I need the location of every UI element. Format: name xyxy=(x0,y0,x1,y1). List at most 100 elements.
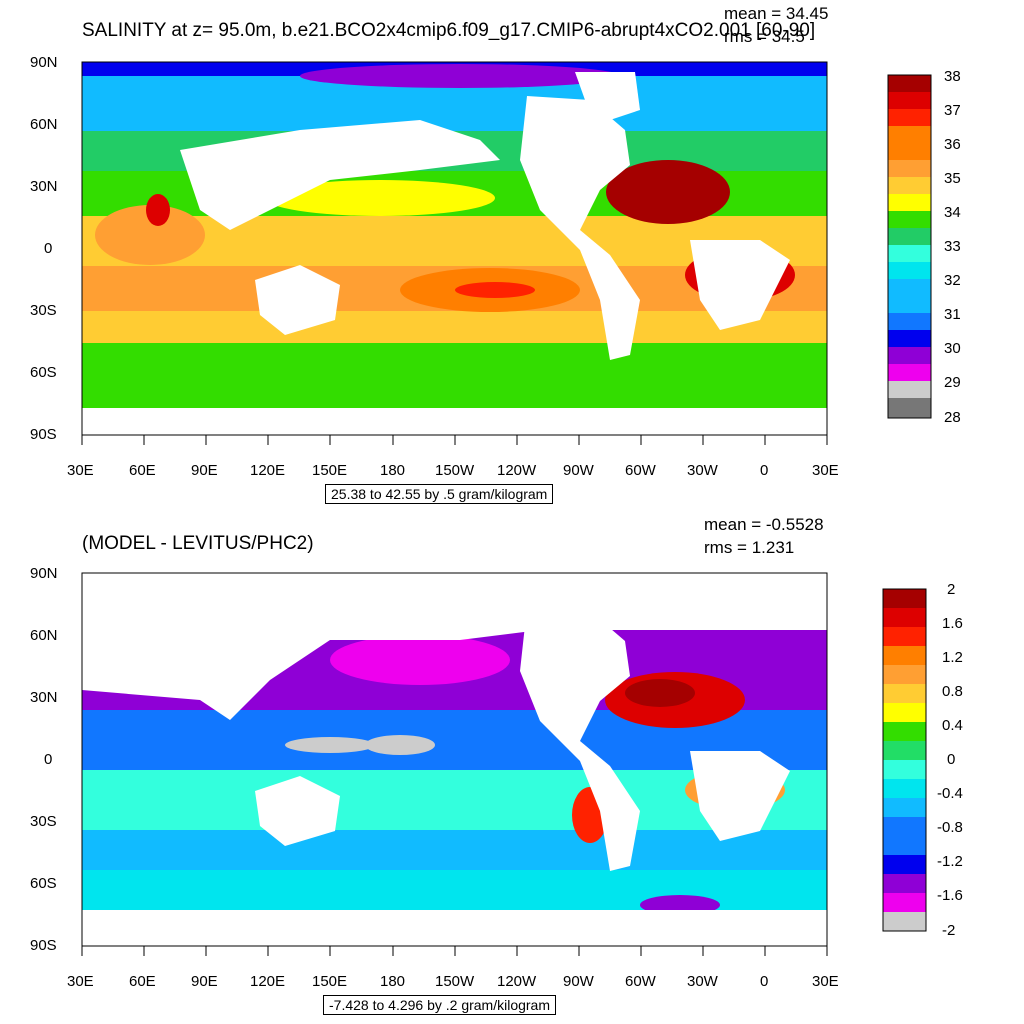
bottom-cbar-seg-5 xyxy=(883,684,926,703)
top-cbar-seg-14 xyxy=(888,313,931,330)
top-cbar-label-9: 29 xyxy=(944,374,961,391)
bottom-cbar-seg-11 xyxy=(883,798,926,817)
top-cbar-seg-6 xyxy=(888,177,931,194)
bottom-cbar-label-10: -2 xyxy=(942,922,956,939)
bottom-cbar-label-7: -0.8 xyxy=(937,819,963,836)
top-cbar-seg-18 xyxy=(888,381,931,398)
top-xtick-11: 0 xyxy=(760,462,769,479)
top-cbar-label-0: 38 xyxy=(944,68,961,85)
top-rms: rms = 34.5 xyxy=(724,27,805,46)
bottom-xtick-6: 150W xyxy=(435,973,475,990)
bottom-ytick-60S: 60S xyxy=(30,875,57,892)
bottom-mean: mean = -0.5528 xyxy=(704,515,824,534)
top-xtick-4: 150E xyxy=(312,462,348,479)
top-feature-spac-core xyxy=(455,282,535,298)
top-xtick-0: 30E xyxy=(67,462,94,479)
top-cbar-seg-13 xyxy=(888,296,931,313)
top-cbar-label-1: 37 xyxy=(944,102,961,119)
bottom-feature-wpac-grey xyxy=(285,737,375,753)
bottom-ytick-60N: 60N xyxy=(30,627,58,644)
top-feature-npac-max xyxy=(265,180,495,216)
top-cbar-label-7: 31 xyxy=(944,306,961,323)
top-cbar-label-3: 35 xyxy=(944,170,961,187)
bottom-xtick-10: 30W xyxy=(687,973,718,990)
bottom-xtick-5: 180 xyxy=(380,973,406,990)
bottom-cbar-seg-9 xyxy=(883,760,926,779)
bottom-cbar-seg-14 xyxy=(883,855,926,874)
top-ytick-30S: 30S xyxy=(30,302,57,319)
top-xtick-8: 90W xyxy=(563,462,594,479)
bottom-ytick-30N: 30N xyxy=(30,689,58,706)
top-land-australia xyxy=(255,265,340,335)
top-ytick-90N: 90N xyxy=(30,54,58,71)
top-ytick-90S: 90S xyxy=(30,426,57,443)
top-cbar-seg-9 xyxy=(888,228,931,245)
top-xtick-7: 120W xyxy=(497,462,537,479)
top-cbar-label-5: 33 xyxy=(944,238,961,255)
bottom-cbar-seg-13 xyxy=(883,836,926,855)
bottom-cbar-label-3: 0.8 xyxy=(942,683,963,700)
top-xtick-6: 150W xyxy=(435,462,475,479)
top-cbar-seg-15 xyxy=(888,330,931,347)
top-cbar-label-4: 34 xyxy=(944,204,961,221)
bottom-ytick-90N: 90N xyxy=(30,565,58,582)
bottom-xtick-4: 150E xyxy=(312,973,348,990)
top-ytick-60N: 60N xyxy=(30,116,58,133)
bottom-land-antarctica xyxy=(82,910,827,946)
top-mean: mean = 34.45 xyxy=(724,4,829,23)
top-cbar-label-8: 30 xyxy=(944,340,961,357)
bottom-xtick-11: 0 xyxy=(760,973,769,990)
bottom-cbar-label-2: 1.2 xyxy=(942,649,963,666)
top-cbar-seg-12 xyxy=(888,279,931,296)
bottom-xtick-1: 60E xyxy=(129,973,156,990)
bottom-cbar-seg-16 xyxy=(883,893,926,912)
bottom-xtick-9: 60W xyxy=(625,973,656,990)
top-cbar-label-6: 32 xyxy=(944,272,961,289)
top-cbar-seg-0 xyxy=(888,75,931,92)
top-xticks xyxy=(81,435,828,445)
bottom-cbar-seg-10 xyxy=(883,779,926,798)
bottom-ytick-30S: 30S xyxy=(30,813,57,830)
top-band-smid xyxy=(82,311,827,343)
top-cbar-seg-7 xyxy=(888,194,931,211)
top-xtick-5: 180 xyxy=(380,462,406,479)
bottom-cbar-seg-1 xyxy=(883,608,926,627)
bottom-xtick-3: 120E xyxy=(250,973,286,990)
bottom-xtick-8: 90W xyxy=(563,973,594,990)
top-xtick-2: 90E xyxy=(191,462,218,479)
bottom-rms: rms = 1.231 xyxy=(704,538,795,557)
bottom-cbar-label-0: 2 xyxy=(947,581,956,598)
top-cbar-seg-3 xyxy=(888,126,931,143)
bottom-ytick-0: 0 xyxy=(44,751,53,768)
top-cbar-seg-10 xyxy=(888,245,931,262)
top-ytick-60S: 60S xyxy=(30,364,57,381)
top-cbar-seg-11 xyxy=(888,262,931,279)
top-land-antarctica xyxy=(82,408,827,435)
top-title: SALINITY at z= 95.0m, b.e21.BCO2x4cmip6.… xyxy=(82,20,816,41)
bottom-feature-natl-core xyxy=(625,679,695,707)
bottom-xtick-0: 30E xyxy=(67,973,94,990)
top-land-africa xyxy=(690,240,790,330)
bottom-land-eurasia xyxy=(82,573,827,720)
bottom-cbar-seg-12 xyxy=(883,817,926,836)
bottom-cbar-seg-4 xyxy=(883,665,926,684)
bottom-band-smid xyxy=(82,830,827,870)
top-feature-natl-max xyxy=(606,160,730,224)
top-feature-indian xyxy=(95,205,205,265)
top-xtick-9: 60W xyxy=(625,462,656,479)
top-ytick-0: 0 xyxy=(44,240,53,257)
bottom-xtick-12: 30E xyxy=(812,973,839,990)
bottom-cbar-label-1: 1.6 xyxy=(942,615,963,632)
bottom-xtick-2: 90E xyxy=(191,973,218,990)
top-cbar-seg-5 xyxy=(888,160,931,177)
top-cbar-label-2: 36 xyxy=(944,136,961,153)
top-land-greenland xyxy=(575,72,640,120)
top-ytick-30N: 30N xyxy=(30,178,58,195)
bottom-land-americas xyxy=(520,607,640,871)
top-cbar-seg-8 xyxy=(888,211,931,228)
top-cbar-seg-17 xyxy=(888,364,931,381)
bottom-range-label: -7.428 to 4.296 by .2 gram/kilogram xyxy=(323,995,557,1015)
top-cbar-label-10: 28 xyxy=(944,409,961,426)
top-cbar-seg-2 xyxy=(888,109,931,126)
